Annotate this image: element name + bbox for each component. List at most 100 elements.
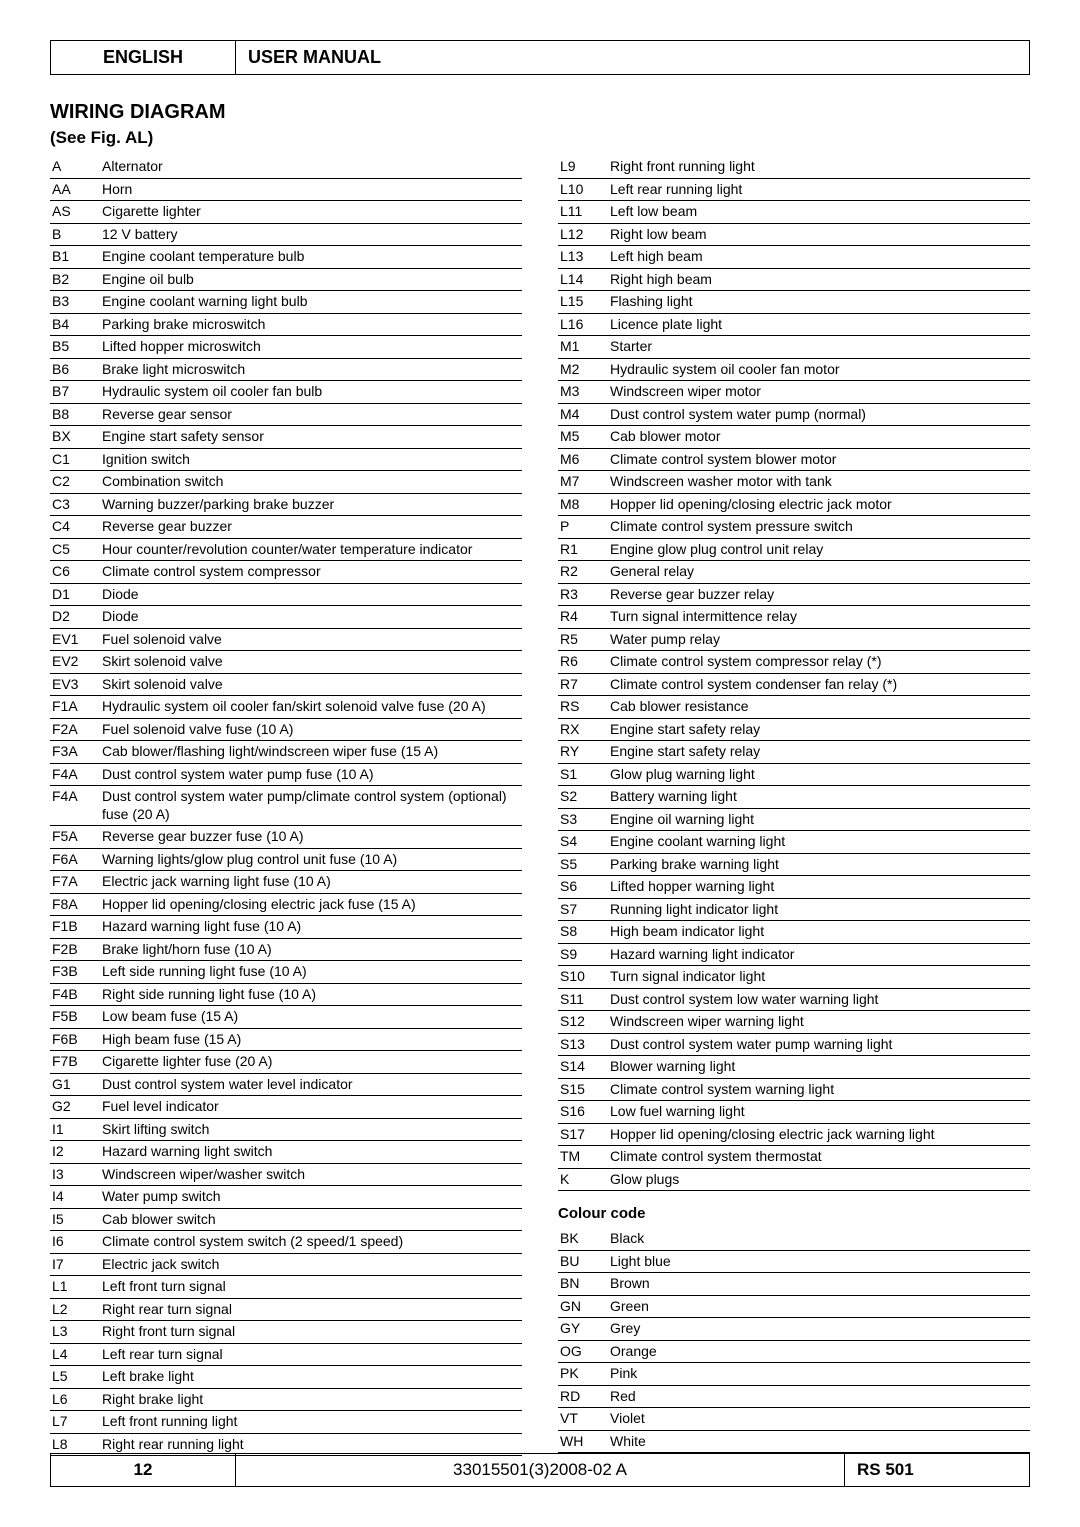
table-row: I4Water pump switch: [50, 1186, 522, 1209]
table-row: I6Climate control system switch (2 speed…: [50, 1231, 522, 1254]
desc-cell: Fuel solenoid valve fuse (10 A): [100, 718, 522, 741]
code-cell: S2: [558, 786, 608, 809]
table-row: I3Windscreen wiper/washer switch: [50, 1163, 522, 1186]
table-row: F8AHopper lid opening/closing electric j…: [50, 893, 522, 916]
table-row: L5Left brake light: [50, 1366, 522, 1389]
desc-cell: Ignition switch: [100, 448, 522, 471]
desc-cell: Warning buzzer/parking brake buzzer: [100, 493, 522, 516]
table-row: M5Cab blower motor: [558, 426, 1030, 449]
table-row: EV2Skirt solenoid valve: [50, 651, 522, 674]
desc-cell: Right front turn signal: [100, 1321, 522, 1344]
table-row: C5Hour counter/revolution counter/water …: [50, 538, 522, 561]
code-cell: F7B: [50, 1051, 100, 1074]
table-row: F1BHazard warning light fuse (10 A): [50, 916, 522, 939]
code-cell: EV3: [50, 673, 100, 696]
code-cell: L15: [558, 291, 608, 314]
desc-cell: Flashing light: [608, 291, 1030, 314]
code-cell: I1: [50, 1118, 100, 1141]
table-row: R1Engine glow plug control unit relay: [558, 538, 1030, 561]
code-cell: F4A: [50, 786, 100, 826]
desc-cell: Battery warning light: [608, 786, 1030, 809]
section-title: WIRING DIAGRAM: [50, 101, 1030, 124]
desc-cell: Cab blower switch: [100, 1208, 522, 1231]
code-cell: B2: [50, 268, 100, 291]
code-cell: C3: [50, 493, 100, 516]
code-cell: OG: [558, 1340, 608, 1363]
code-cell: VT: [558, 1408, 608, 1431]
code-cell: L13: [558, 246, 608, 269]
code-cell: BN: [558, 1273, 608, 1296]
table-row: C1Ignition switch: [50, 448, 522, 471]
code-cell: M2: [558, 358, 608, 381]
desc-cell: Dust control system water pump/climate c…: [100, 786, 522, 826]
code-cell: L16: [558, 313, 608, 336]
code-cell: L3: [50, 1321, 100, 1344]
desc-cell: Turn signal indicator light: [608, 966, 1030, 989]
table-row: OGOrange: [558, 1340, 1030, 1363]
code-cell: M3: [558, 381, 608, 404]
desc-cell: Lifted hopper warning light: [608, 876, 1030, 899]
code-cell: RY: [558, 741, 608, 764]
code-cell: S10: [558, 966, 608, 989]
code-cell: C2: [50, 471, 100, 494]
table-row: L11Left low beam: [558, 201, 1030, 224]
desc-cell: Cigarette lighter: [100, 201, 522, 224]
table-row: L14Right high beam: [558, 268, 1030, 291]
table-row: S3Engine oil warning light: [558, 808, 1030, 831]
desc-cell: Climate control system compressor relay …: [608, 651, 1030, 674]
desc-cell: Horn: [100, 178, 522, 201]
table-row: L7Left front running light: [50, 1411, 522, 1434]
code-cell: F5B: [50, 1006, 100, 1029]
desc-cell: Engine glow plug control unit relay: [608, 538, 1030, 561]
table-row: B2Engine oil bulb: [50, 268, 522, 291]
desc-cell: Water pump switch: [100, 1186, 522, 1209]
desc-cell: General relay: [608, 561, 1030, 584]
code-cell: L12: [558, 223, 608, 246]
desc-cell: Right low beam: [608, 223, 1030, 246]
code-cell: M7: [558, 471, 608, 494]
table-row: S1Glow plug warning light: [558, 763, 1030, 786]
desc-cell: Low fuel warning light: [608, 1101, 1030, 1124]
code-cell: RS: [558, 696, 608, 719]
desc-cell: High beam fuse (15 A): [100, 1028, 522, 1051]
table-row: B12 V battery: [50, 223, 522, 246]
table-row: RDRed: [558, 1385, 1030, 1408]
desc-cell: Climate control system pressure switch: [608, 516, 1030, 539]
desc-cell: Climate control system thermostat: [608, 1146, 1030, 1169]
desc-cell: Brake light microswitch: [100, 358, 522, 381]
table-row: EV3Skirt solenoid valve: [50, 673, 522, 696]
desc-cell: Climate control system compressor: [100, 561, 522, 584]
desc-cell: Glow plug warning light: [608, 763, 1030, 786]
code-cell: WH: [558, 1430, 608, 1453]
table-row: S12Windscreen wiper warning light: [558, 1011, 1030, 1034]
code-cell: C6: [50, 561, 100, 584]
code-cell: I2: [50, 1141, 100, 1164]
table-row: TMClimate control system thermostat: [558, 1146, 1030, 1169]
code-cell: R3: [558, 583, 608, 606]
right-column: L9Right front running lightL10Left rear …: [558, 156, 1030, 1456]
desc-cell: Left front running light: [100, 1411, 522, 1434]
code-cell: C5: [50, 538, 100, 561]
code-cell: S4: [558, 831, 608, 854]
code-cell: I3: [50, 1163, 100, 1186]
code-cell: B7: [50, 381, 100, 404]
table-row: M2Hydraulic system oil cooler fan motor: [558, 358, 1030, 381]
table-row: BULight blue: [558, 1250, 1030, 1273]
desc-cell: Dust control system water pump (normal): [608, 403, 1030, 426]
desc-cell: Hour counter/revolution counter/water te…: [100, 538, 522, 561]
code-cell: R1: [558, 538, 608, 561]
table-row: S2Battery warning light: [558, 786, 1030, 809]
code-cell: F7A: [50, 871, 100, 894]
desc-cell: Red: [608, 1385, 1030, 1408]
code-cell: BK: [558, 1228, 608, 1250]
code-cell: I5: [50, 1208, 100, 1231]
desc-cell: Left low beam: [608, 201, 1030, 224]
desc-cell: Left high beam: [608, 246, 1030, 269]
desc-cell: Water pump relay: [608, 628, 1030, 651]
table-row: S17Hopper lid opening/closing electric j…: [558, 1123, 1030, 1146]
table-row: F2BBrake light/horn fuse (10 A): [50, 938, 522, 961]
table-row: M1Starter: [558, 336, 1030, 359]
left-table: AAlternatorAAHornASCigarette lighterB12 …: [50, 156, 522, 1456]
code-cell: S14: [558, 1056, 608, 1079]
code-cell: S17: [558, 1123, 608, 1146]
